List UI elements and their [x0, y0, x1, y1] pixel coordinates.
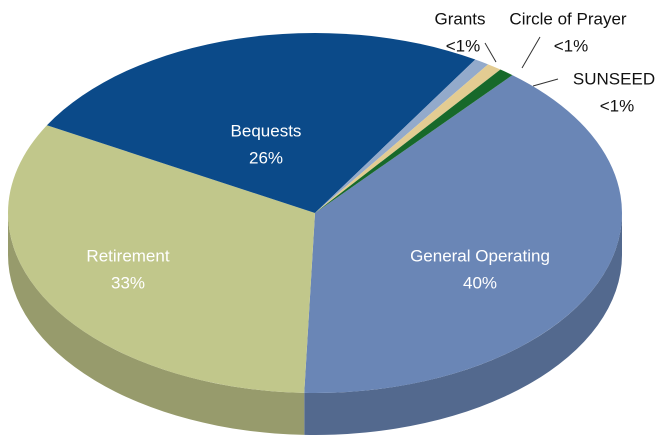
- slice-label: General Operating: [410, 246, 550, 265]
- slice: [315, 64, 501, 213]
- slice-value-label: <1%: [600, 96, 635, 115]
- slice-value-label: 26%: [249, 148, 283, 167]
- slice-label: Bequests: [231, 121, 302, 140]
- slice-value-label: <1%: [446, 36, 481, 55]
- slice-side: [8, 213, 305, 435]
- leader-line: [521, 36, 541, 69]
- slice-label: Grants: [434, 9, 485, 28]
- slice-value-label: 33%: [111, 273, 145, 292]
- slice: [304, 75, 622, 393]
- slice: [315, 59, 489, 213]
- slice-side: [304, 213, 622, 435]
- slice-label: Circle of Prayer: [509, 9, 626, 28]
- slice-label: SUNSEED: [573, 69, 655, 88]
- slice: [7, 125, 315, 393]
- leader-line: [532, 78, 559, 87]
- slice-value-label: 40%: [463, 273, 497, 292]
- leader-line: [484, 42, 497, 63]
- slice: [46, 33, 476, 213]
- slice-value-label: <1%: [554, 36, 589, 55]
- slice-label: Retirement: [86, 246, 169, 265]
- slice: [315, 69, 513, 214]
